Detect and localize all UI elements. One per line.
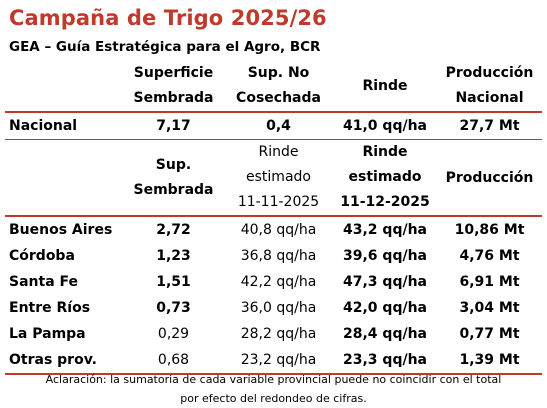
header-produccion: Producción: [437, 139, 542, 217]
header-empty-cell: [5, 139, 123, 217]
header-produccion-nacional: Producción Nacional: [437, 61, 542, 113]
header-rinde-nov: Rinde estimado 11-11-2025: [224, 139, 333, 217]
wheat-campaign-table: Superficie Sembrada Sup. No Cosechada Ri…: [5, 61, 542, 375]
header-empty-cell: [5, 61, 123, 113]
province-sup: 0,29: [157, 326, 190, 342]
province-sup: 1,23: [156, 248, 191, 264]
province-sup: 0,68: [123, 347, 224, 375]
table-row: Córdoba 1,23 36,8 qq/ha 39,6 qq/ha 4,76 …: [5, 243, 542, 269]
national-no-cosechada: 0,4: [224, 112, 333, 140]
province-rinde-dic: 47,3 qq/ha: [343, 274, 427, 290]
province-rinde-nov: 36,0 qq/ha: [240, 300, 317, 316]
province-name: Córdoba: [9, 248, 75, 264]
table-row: Entre Ríos 0,73 36,0 qq/ha 42,0 qq/ha 3,…: [5, 295, 542, 321]
national-superficie: 7,17: [123, 112, 224, 140]
national-produccion: 27,7 Mt: [437, 112, 542, 140]
province-sup: 1,51: [156, 274, 191, 290]
province-prod: 0,77 Mt: [459, 326, 520, 342]
page-title: Campaña de Trigo 2025/26: [9, 6, 327, 30]
table-row: La Pampa 0,29 28,2 qq/ha 28,4 qq/ha 0,77…: [5, 321, 542, 347]
header-superficie: Superficie Sembrada: [123, 61, 224, 113]
province-name: Buenos Aires: [9, 222, 113, 238]
province-name: Santa Fe: [9, 274, 79, 290]
province-rinde-nov: 28,2 qq/ha: [240, 326, 317, 342]
national-rinde: 41,0 qq/ha: [333, 112, 437, 140]
header-rinde: Rinde: [333, 61, 437, 113]
national-header-row: Superficie Sembrada Sup. No Cosechada Ri…: [5, 61, 542, 113]
province-name: Entre Ríos: [9, 300, 91, 316]
province-name: Otras prov.: [5, 347, 123, 375]
province-rinde-dic: 23,3 qq/ha: [333, 347, 437, 375]
province-rinde-nov: 23,2 qq/ha: [224, 347, 333, 375]
province-name: La Pampa: [9, 326, 86, 342]
province-sup: 0,73: [156, 300, 191, 316]
header-rinde-dic: Rinde estimado 11-12-2025: [333, 139, 437, 217]
province-sup: 2,72: [156, 222, 191, 238]
province-prod: 4,76 Mt: [459, 248, 520, 264]
header-sup-no-cosechada: Sup. No Cosechada: [224, 61, 333, 113]
province-prod: 3,04 Mt: [459, 300, 520, 316]
province-prod: 10,86 Mt: [454, 222, 525, 238]
province-rinde-dic: 28,4 qq/ha: [343, 326, 427, 342]
table-row: Buenos Aires 2,72 40,8 qq/ha 43,2 qq/ha …: [5, 216, 542, 243]
header-sup-sembrada: Sup. Sembrada: [123, 139, 224, 217]
footnote: Aclaración: la sumatoria de cada variabl…: [0, 370, 547, 408]
province-rinde-nov: 36,8 qq/ha: [240, 248, 317, 264]
province-prod: 1,39 Mt: [437, 347, 542, 375]
table-row: Santa Fe 1,51 42,2 qq/ha 47,3 qq/ha 6,91…: [5, 269, 542, 295]
province-prod: 6,91 Mt: [459, 274, 520, 290]
national-label: Nacional: [5, 112, 123, 140]
province-rinde-nov: 42,2 qq/ha: [240, 274, 317, 290]
footnote-line: por efecto del redondeo de cifras.: [180, 392, 367, 405]
national-row: Nacional 7,17 0,4 41,0 qq/ha 27,7 Mt: [5, 112, 542, 140]
province-rinde-nov: 40,8 qq/ha: [240, 222, 317, 238]
page-subtitle: GEA – Guía Estratégica para el Agro, BCR: [9, 39, 321, 55]
province-rinde-dic: 42,0 qq/ha: [343, 300, 427, 316]
province-rinde-dic: 39,6 qq/ha: [343, 248, 427, 264]
footnote-line: Aclaración: la sumatoria de cada variabl…: [45, 373, 502, 386]
table-row: Otras prov. 0,68 23,2 qq/ha 23,3 qq/ha 1…: [5, 347, 542, 375]
province-rinde-dic: 43,2 qq/ha: [343, 222, 427, 238]
province-header-row: Sup. Sembrada Rinde estimado 11-11-2025 …: [5, 139, 542, 217]
